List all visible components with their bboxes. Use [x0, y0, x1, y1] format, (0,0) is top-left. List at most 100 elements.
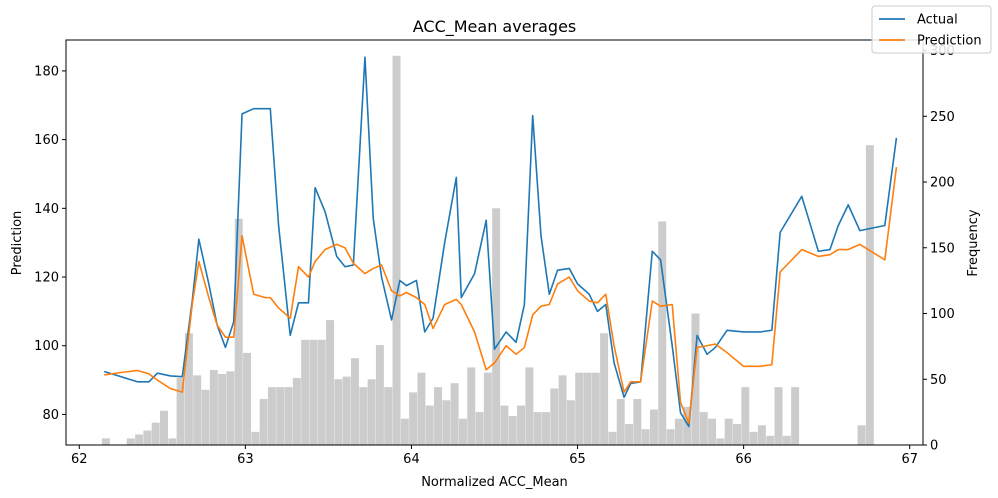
- histogram-bar-54: [566, 400, 575, 445]
- histogram-bar-47: [508, 416, 517, 445]
- histogram-bar-10: [201, 389, 210, 445]
- x-axis-label: Normalized ACC_Mean: [421, 475, 568, 490]
- histogram-bar-67: [674, 418, 683, 445]
- histogram-bar-44: [483, 372, 492, 445]
- y-tick-label: 140: [34, 202, 59, 217]
- histogram-bar-76: [749, 431, 758, 445]
- histogram-bar-32: [384, 387, 393, 445]
- histogram-bar-73: [724, 418, 733, 445]
- x-tick-label: 63: [237, 452, 254, 467]
- chart-title: ACC_Mean averages: [413, 17, 577, 37]
- x-tick-label: 64: [403, 452, 420, 467]
- legend-box: [871, 5, 992, 54]
- histogram-bar-21: [292, 377, 301, 445]
- histogram-bar-3: [143, 430, 152, 445]
- y2-tick-label: 200: [930, 176, 955, 191]
- histogram-bar-63: [641, 429, 650, 445]
- histogram-bar-33: [392, 55, 401, 445]
- histogram-bar-68: [683, 406, 692, 445]
- histogram-bar-2: [135, 434, 144, 445]
- histogram-bar-64: [649, 409, 658, 445]
- histogram-bar-65: [658, 221, 667, 445]
- histogram-bar-39: [442, 400, 451, 445]
- histogram-bar-24: [317, 339, 326, 445]
- legend-label-prediction: Prediction: [917, 34, 982, 49]
- legend: Actual Prediction: [871, 5, 992, 54]
- histogram-bar-17: [259, 398, 268, 445]
- histogram-bar-62: [633, 398, 642, 445]
- plot-frame: [65, 39, 924, 446]
- legend-label-actual: Actual: [917, 13, 958, 28]
- histogram-bar-22: [301, 339, 310, 445]
- histogram-bar-55: [575, 372, 584, 445]
- series-line-prediction: [104, 167, 898, 424]
- histogram-bar-59: [608, 431, 617, 445]
- axes: 62 63 64 65 66 67 80 100 120 140 160 180 0 50 100 150 20…: [34, 39, 955, 467]
- histogram-bar-51: [542, 412, 550, 445]
- histogram-bar-58: [600, 333, 609, 445]
- histogram-bar-27: [342, 376, 351, 445]
- histogram-bar-53: [558, 375, 567, 445]
- histogram-bar-78: [766, 435, 775, 445]
- histogram-bar-49: [525, 367, 534, 445]
- histogram-bar-52: [550, 388, 559, 445]
- y2-tick-label: 50: [930, 373, 947, 388]
- histogram-bar-41: [458, 418, 467, 445]
- histogram-bar-72: [716, 438, 725, 445]
- histogram-bar-42: [467, 367, 476, 445]
- histogram-bar-12: [218, 373, 227, 445]
- histogram-bar-77: [757, 425, 766, 445]
- histogram-bar-29: [359, 387, 368, 445]
- histogram-bar-1: [126, 438, 135, 445]
- histogram-bar-79: [774, 387, 783, 445]
- histogram-bar-60: [616, 398, 625, 445]
- histogram-bar-35: [409, 392, 418, 445]
- histogram-bar-9: [193, 375, 202, 445]
- x-tick-label: 67: [901, 452, 918, 467]
- histogram-bar-43: [475, 412, 484, 445]
- histogram-bar-81: [791, 387, 800, 445]
- histogram-bar-45: [492, 208, 501, 445]
- histogram-bar-6: [168, 438, 177, 445]
- y-axis-label: Prediction: [10, 211, 25, 276]
- histogram-bar-57: [591, 372, 600, 445]
- histogram-bar-46: [500, 405, 509, 445]
- y-tick-label: 180: [34, 64, 59, 79]
- y-tick-label: 160: [34, 133, 59, 148]
- histogram-bar-19: [276, 387, 285, 445]
- histogram-bar-38: [434, 387, 443, 445]
- histogram-bar-80: [782, 435, 791, 445]
- histogram-bar-31: [375, 345, 384, 445]
- histogram-bar-25: [326, 320, 335, 445]
- histogram-bar-30: [367, 379, 376, 445]
- histogram-bar-20: [284, 387, 293, 445]
- histogram-bar-4: [151, 422, 160, 445]
- histogram-bar-74: [733, 423, 741, 445]
- histogram-bar-7: [176, 377, 185, 445]
- histogram-bar-5: [160, 410, 168, 445]
- histogram-bar-28: [351, 358, 359, 445]
- histogram-bar-56: [583, 372, 592, 445]
- x-tick-label: 62: [71, 452, 88, 467]
- histogram-bar-69: [691, 313, 700, 445]
- series-line-actual: [103, 56, 898, 428]
- histogram-bar-15: [243, 352, 252, 445]
- histogram-bar-82: [857, 425, 866, 445]
- histogram-bar-40: [450, 383, 459, 445]
- y-tick-label: 100: [34, 339, 59, 354]
- histogram-bar-48: [517, 405, 526, 445]
- histogram-bar-70: [699, 412, 708, 445]
- histogram-bar-14: [234, 218, 243, 445]
- x-tick-label: 66: [735, 452, 752, 467]
- histogram-bar-36: [417, 372, 426, 445]
- histogram-bar-26: [334, 379, 343, 445]
- histogram-bar-50: [533, 412, 542, 445]
- histogram-bar-18: [267, 387, 276, 445]
- histogram-bar-66: [666, 429, 675, 445]
- histogram-bar-83: [865, 145, 874, 445]
- x-tick-label: 65: [569, 452, 586, 467]
- y2-axis-label: Frequency: [966, 209, 981, 276]
- y2-tick-label: 250: [930, 110, 955, 125]
- y2-tick-label: 150: [930, 241, 955, 256]
